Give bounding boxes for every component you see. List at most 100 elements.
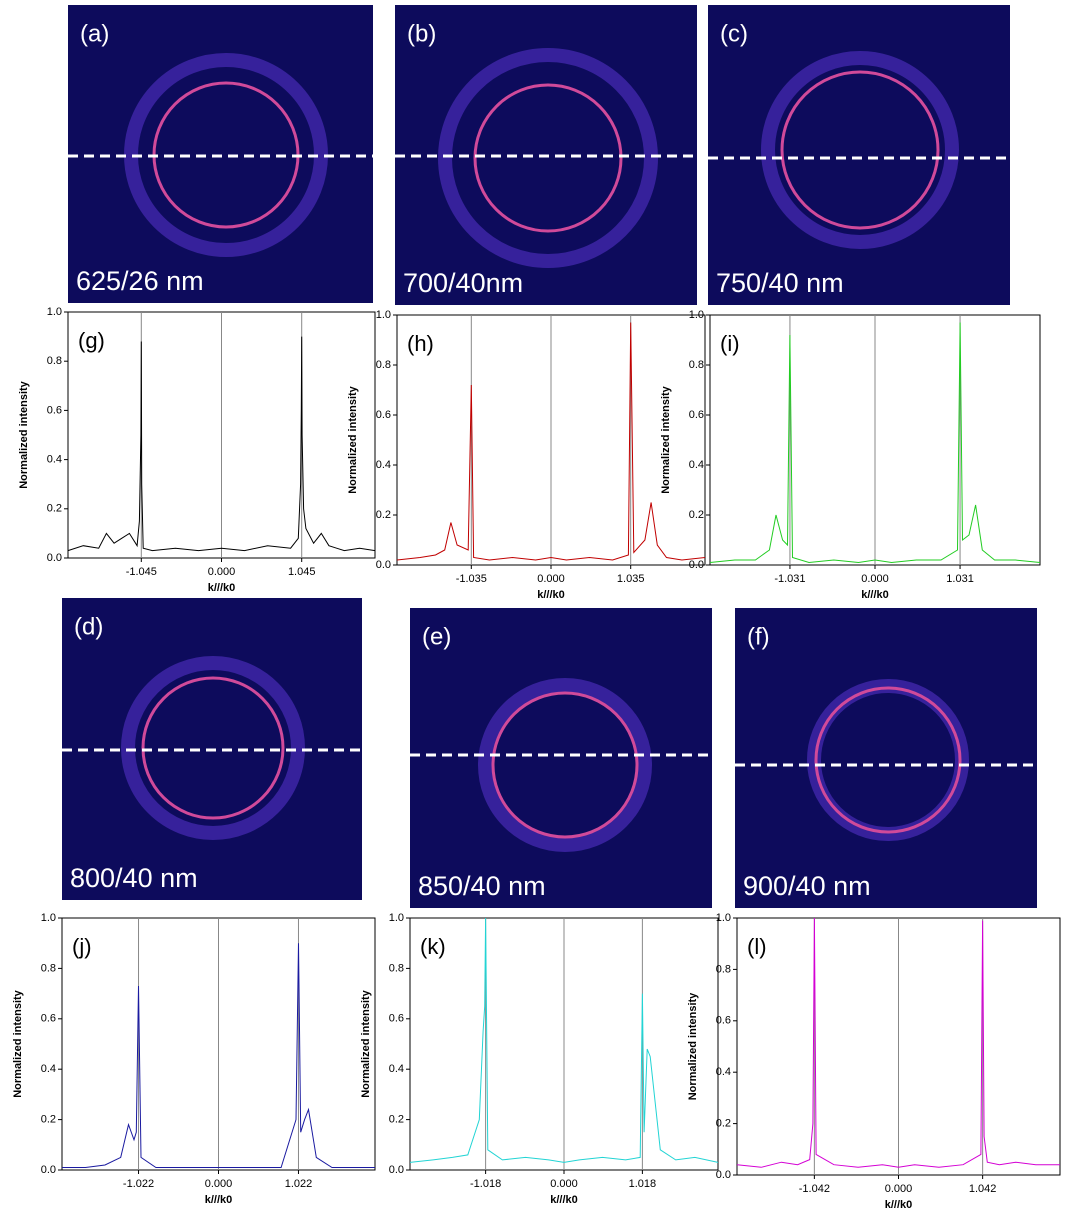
y-tick-label: 1.0 <box>376 309 391 321</box>
x-tick-label: 0.000 <box>550 1178 578 1190</box>
x-tick-label: -1.035 <box>456 573 487 585</box>
outer-ring <box>807 679 969 841</box>
image-caption: 800/40 nm <box>70 863 198 893</box>
y-tick-label: 0.6 <box>47 404 62 416</box>
y-axis-label: Normalized intensity <box>12 989 24 1097</box>
outer-ring <box>478 678 652 852</box>
y-tick-label: 0.4 <box>389 1063 404 1075</box>
x-tick-label: 1.045 <box>288 566 316 578</box>
x-tick-label: 0.000 <box>885 1183 913 1195</box>
panel-label: (l) <box>747 934 767 959</box>
y-tick-label: 0.8 <box>689 359 704 371</box>
image-label: (c) <box>720 20 748 47</box>
image-caption: 700/40nm <box>403 268 523 298</box>
y-tick-label: 0.8 <box>41 962 56 974</box>
outer-ring <box>121 656 305 840</box>
y-tick-label: 0.2 <box>389 1114 404 1126</box>
y-tick-label: 0.0 <box>47 552 62 564</box>
y-tick-label: 0.0 <box>389 1164 404 1176</box>
x-tick-label: 1.035 <box>617 573 645 585</box>
y-tick-label: 0.2 <box>689 509 704 521</box>
x-tick-label: 0.000 <box>861 573 889 585</box>
outer-ring <box>761 51 959 249</box>
y-tick-label: 0.2 <box>376 509 391 521</box>
inner-ring <box>473 83 623 233</box>
x-tick-label: 1.042 <box>969 1183 997 1195</box>
y-tick-label: 0.4 <box>41 1063 56 1075</box>
y-tick-label: 0.4 <box>716 1066 731 1078</box>
y-tick-label: 0.4 <box>47 454 62 466</box>
x-tick-label: -1.018 <box>470 1178 501 1190</box>
spectrum-line <box>67 336 376 552</box>
inner-ring <box>491 691 639 839</box>
spectrum-line <box>62 943 375 1168</box>
x-axis-label: k///k0 <box>208 582 236 594</box>
inner-ring <box>141 676 285 820</box>
outer-ring <box>124 53 328 257</box>
panel-label: (i) <box>720 331 740 356</box>
x-axis-label: k///k0 <box>885 1199 913 1211</box>
y-tick-label: 0.8 <box>376 359 391 371</box>
x-tick-label: -1.042 <box>799 1183 830 1195</box>
y-tick-label: 1.0 <box>716 912 731 924</box>
x-tick-label: -1.045 <box>126 566 157 578</box>
y-axis-label: Normalized intensity <box>360 989 372 1097</box>
image-label: (a) <box>80 20 109 47</box>
x-tick-label: 1.031 <box>946 573 974 585</box>
image-label: (f) <box>747 623 770 650</box>
y-tick-label: 1.0 <box>389 912 404 924</box>
x-axis-label: k///k0 <box>205 1194 233 1206</box>
y-tick-label: 1.0 <box>41 912 56 924</box>
panel-label: (g) <box>78 328 105 353</box>
y-tick-label: 0.0 <box>376 559 391 571</box>
y-axis-label: Normalized intensity <box>687 992 699 1100</box>
panel-label: (k) <box>420 934 446 959</box>
outer-ring <box>438 48 658 268</box>
x-tick-label: 0.000 <box>205 1178 233 1190</box>
y-axis-label: Normalized intensity <box>347 385 359 493</box>
x-tick-label: 0.000 <box>537 573 565 585</box>
y-tick-label: 1.0 <box>47 306 62 318</box>
x-axis-label: k///k0 <box>537 589 565 601</box>
image-label: (d) <box>74 613 103 640</box>
y-tick-label: 0.4 <box>376 459 391 471</box>
image-label: (e) <box>422 623 451 650</box>
panel-label: (j) <box>72 934 92 959</box>
y-axis-label: Normalized intensity <box>18 380 30 488</box>
image-caption: 850/40 nm <box>418 871 546 901</box>
y-tick-label: 0.2 <box>47 503 62 515</box>
y-tick-label: 0.6 <box>389 1013 404 1025</box>
y-tick-label: 0.8 <box>716 963 731 975</box>
spectrum-line <box>709 322 1041 564</box>
x-tick-label: 0.000 <box>208 566 236 578</box>
x-tick-label: 1.022 <box>285 1178 313 1190</box>
y-tick-label: 0.8 <box>47 355 62 367</box>
y-tick-label: 0.0 <box>716 1169 731 1181</box>
y-tick-label: 0.6 <box>376 409 391 421</box>
y-axis-label: Normalized intensity <box>660 385 672 493</box>
x-axis-label: k///k0 <box>861 589 889 601</box>
image-caption: 625/26 nm <box>76 266 204 296</box>
spectrum-line <box>396 322 706 561</box>
y-tick-label: 0.6 <box>41 1013 56 1025</box>
image-caption: 750/40 nm <box>716 268 844 298</box>
image-background <box>735 608 1037 908</box>
y-tick-label: 0.4 <box>689 459 704 471</box>
y-tick-label: 0.0 <box>689 559 704 571</box>
y-tick-label: 0.8 <box>389 962 404 974</box>
image-background <box>410 608 712 908</box>
image-caption: 900/40 nm <box>743 871 871 901</box>
y-tick-label: 0.6 <box>689 409 704 421</box>
x-tick-label: 1.018 <box>629 1178 657 1190</box>
inner-ring <box>780 70 940 230</box>
spectrum-line <box>736 917 1060 1168</box>
inner-ring <box>814 686 962 834</box>
y-tick-label: 0.6 <box>716 1015 731 1027</box>
image-background <box>708 5 1010 305</box>
panel-label: (h) <box>407 331 434 356</box>
x-axis-label: k///k0 <box>550 1194 578 1206</box>
y-tick-label: 1.0 <box>689 309 704 321</box>
y-tick-label: 0.0 <box>41 1164 56 1176</box>
x-tick-label: -1.022 <box>123 1178 154 1190</box>
